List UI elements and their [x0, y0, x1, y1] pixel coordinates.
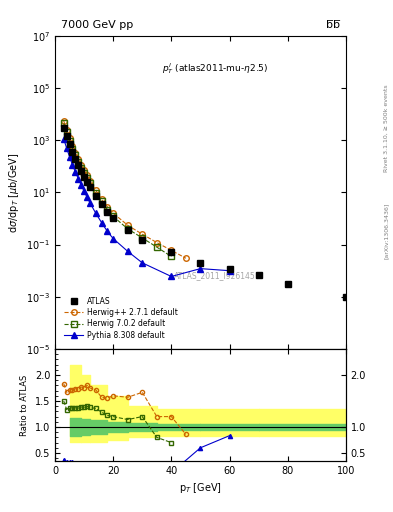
Text: b̅b̅: b̅b̅ — [326, 19, 340, 30]
Text: ATLAS_2011_I926145: ATLAS_2011_I926145 — [174, 271, 256, 280]
X-axis label: p$_T$ [GeV]: p$_T$ [GeV] — [179, 481, 222, 495]
Text: Rivet 3.1.10, ≥ 500k events: Rivet 3.1.10, ≥ 500k events — [384, 84, 389, 172]
Y-axis label: Ratio to ATLAS: Ratio to ATLAS — [20, 374, 29, 436]
Legend: ATLAS, Herwig++ 2.7.1 default, Herwig 7.0.2 default, Pythia 8.308 default: ATLAS, Herwig++ 2.7.1 default, Herwig 7.… — [62, 294, 180, 342]
Text: $p_T^l$ (atlas2011-mu-$\eta$2.5): $p_T^l$ (atlas2011-mu-$\eta$2.5) — [162, 61, 268, 76]
Y-axis label: d$\sigma$/dp$_T$ [$\mu$b/GeV]: d$\sigma$/dp$_T$ [$\mu$b/GeV] — [7, 152, 20, 232]
Text: [arXiv:1306.3436]: [arXiv:1306.3436] — [384, 202, 389, 259]
Text: 7000 GeV pp: 7000 GeV pp — [61, 19, 133, 30]
